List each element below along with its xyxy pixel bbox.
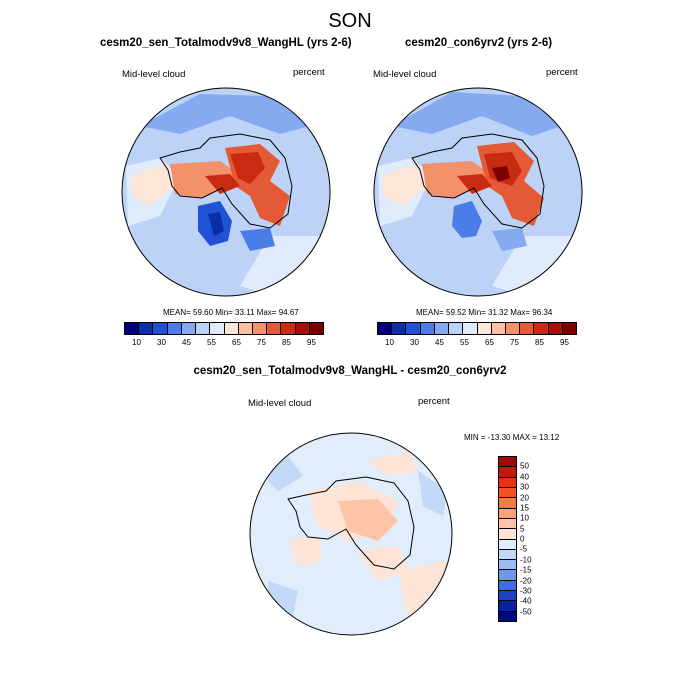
- panel3-colorbar-swatch: [499, 529, 516, 540]
- panel2-colorbar: 10 30 45 55 65 75 85 95: [377, 322, 577, 347]
- panel2-colorbar-label: 45: [435, 338, 444, 347]
- panel1-colorbar-label: 45: [182, 338, 191, 347]
- panel3-colorbar-swatch: [499, 549, 516, 561]
- panel1-colorbar-swatch: [224, 323, 239, 334]
- panel3-colorbar-label: 40: [520, 472, 529, 482]
- panel3-colorbar-label: 20: [520, 493, 529, 502]
- panel3-colorbar-label: 50: [520, 461, 529, 471]
- panel3-colorbar-swatch: [499, 477, 516, 488]
- panel3-units-label: percent: [418, 396, 450, 407]
- panel2-colorbar-swatch: [463, 323, 478, 334]
- panel1-colorbar-swatch: [252, 323, 268, 334]
- panel2-colorbar-swatch: [406, 323, 421, 334]
- panel1-colorbar-swatch: [125, 323, 140, 334]
- panel1-colorbar-swatch: [139, 323, 154, 334]
- panel3-title: cesm20_sen_Totalmodv9v8_WangHL - cesm20_…: [193, 365, 507, 377]
- panel1-units-label: percent: [293, 67, 325, 78]
- panel1-colorbar-swatch: [167, 323, 182, 334]
- panel2-colorbar-swatch: [562, 323, 577, 334]
- panel1-colorbar-swatch: [309, 323, 324, 334]
- panel3-colorbar-swatch: [499, 467, 516, 478]
- panel1-colorbar-swatch: [281, 323, 296, 334]
- panel2-colorbar-label: 30: [410, 338, 419, 347]
- panel3-colorbar-label: -15: [520, 565, 532, 575]
- panel2-colorbar-swatch: [477, 323, 492, 334]
- panel3-colorbar-swatch: [499, 580, 516, 592]
- panel3-colorbar-swatch: [499, 539, 516, 550]
- panel1-colorbar-label: 65: [232, 338, 241, 347]
- panel2-units-label: percent: [546, 67, 578, 78]
- panel1-colorbar-swatch: [153, 323, 168, 334]
- panel3-colorbar-swatch: [499, 457, 516, 468]
- panel3-colorbar-label: -50: [520, 607, 532, 617]
- panel1-title: cesm20_sen_Totalmodv9v8_WangHL (yrs 2-6): [100, 37, 352, 49]
- panel2-stats: MEAN= 59.52 Min= 31.32 Max= 96.34: [416, 308, 553, 317]
- panel2-colorbar-swatch: [392, 323, 407, 334]
- panel3-colorbar-label: -30: [520, 586, 532, 596]
- panel2-variable-label: Mid-level cloud: [373, 69, 437, 80]
- panel2-colorbar-swatch: [548, 323, 563, 334]
- panel3-colorbar-swatch: [499, 611, 516, 621]
- panel3-polar-map: [249, 432, 453, 636]
- panel1-variable-label: Mid-level cloud: [122, 69, 186, 80]
- panel1-polar-map: [121, 87, 331, 297]
- panel3-colorbar-label: -5: [520, 544, 528, 554]
- panel3-colorbar-swatch: [499, 601, 516, 612]
- panel1-stats: MEAN= 59.60 Min= 33.11 Max= 94.67: [163, 308, 299, 317]
- panel3-colorbar-swatch: [499, 560, 516, 571]
- panel2-colorbar-label: 95: [560, 338, 569, 347]
- panel3-colorbar: 50 40 30 20 15 10 5 0 -5 -10 -15 -20 -30 -40 -50: [498, 456, 550, 622]
- panel3-variable-label: Mid-level cloud: [248, 398, 312, 409]
- panel2-colorbar-swatch: [420, 323, 435, 334]
- panel3-colorbar-label: -40: [520, 596, 532, 606]
- panel3-colorbar-label: 30: [520, 482, 529, 492]
- panel2-colorbar-swatch: [378, 323, 393, 334]
- panel3-colorbar-label: 10: [520, 513, 529, 523]
- panel3-colorbar-label: 15: [520, 503, 529, 513]
- panel2-colorbar-swatch: [449, 323, 464, 334]
- panel1-colorbar-swatch: [181, 323, 197, 334]
- panel3-colorbar-label: 5: [520, 524, 525, 534]
- panel2-polar-map: [373, 87, 583, 297]
- panel1-colorbar-swatch: [196, 323, 211, 334]
- panel1-colorbar-label: 95: [307, 338, 316, 347]
- panel1-colorbar: 10 30 45 55 65 75 85 95: [124, 322, 324, 347]
- panel2-colorbar-swatch: [505, 323, 521, 334]
- panel1-colorbar-label: 55: [207, 338, 216, 347]
- panel2-colorbar-swatch: [491, 323, 506, 334]
- panel3-colorbar-swatch: [499, 508, 516, 519]
- panel2-colorbar-label: 85: [535, 338, 544, 347]
- panel1-colorbar-swatch: [295, 323, 310, 334]
- panel3-colorbar-swatch: [499, 498, 516, 509]
- panel3-colorbar-label: 0: [520, 534, 525, 544]
- panel1-colorbar-swatch: [267, 323, 282, 334]
- panel2-colorbar-label: 55: [460, 338, 469, 347]
- panel3-colorbar-label: -20: [520, 576, 532, 585]
- panel2-title: cesm20_con6yrv2 (yrs 2-6): [405, 37, 553, 49]
- panel2-colorbar-swatch: [534, 323, 549, 334]
- panel3-colorbar-swatch: [499, 487, 516, 499]
- panel2-colorbar-swatch: [434, 323, 450, 334]
- panel3-colorbar-swatch: [499, 570, 516, 581]
- panel2-colorbar-label: 65: [485, 338, 494, 347]
- panel3-colorbar-swatch: [499, 518, 516, 530]
- panel1-colorbar-label: 75: [257, 338, 266, 347]
- panel3-colorbar-swatch: [499, 591, 516, 602]
- figure-title: SON: [328, 10, 372, 32]
- panel2-colorbar-label: 75: [510, 338, 519, 347]
- panel2-colorbar-label: 10: [385, 338, 394, 347]
- panel3-min-max: MIN = -13.30 MAX = 13.12: [464, 433, 560, 442]
- panel1-colorbar-label: 10: [132, 338, 141, 347]
- panel1-colorbar-swatch: [238, 323, 253, 334]
- panel3-colorbar-label: -10: [520, 555, 532, 565]
- panel1-colorbar-swatch: [210, 323, 225, 334]
- panel1-colorbar-label: 30: [157, 338, 166, 347]
- panel1-colorbar-label: 85: [282, 338, 291, 347]
- panel2-colorbar-swatch: [520, 323, 535, 334]
